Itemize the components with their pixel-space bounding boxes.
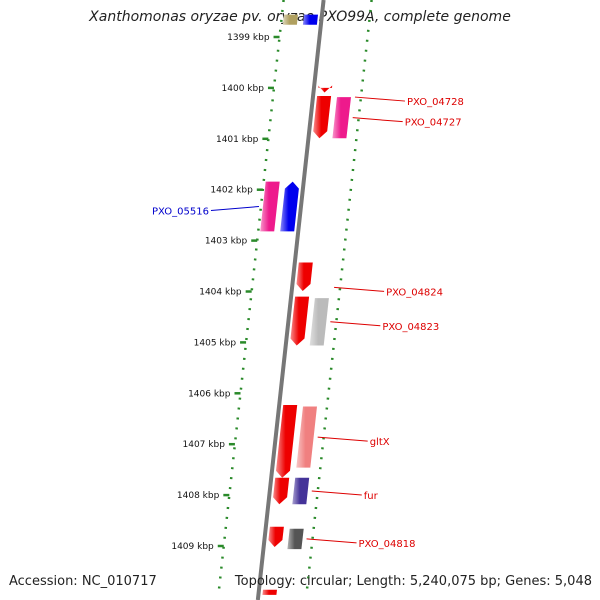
tick-label: 1408 kbp <box>177 491 220 501</box>
gene-label-pxo-05516[interactable]: PXO_05516 <box>152 206 209 217</box>
label-leader-line <box>311 490 362 496</box>
tick-label: 1402 kbp <box>210 186 253 196</box>
gene-block-pxo-05516[interactable] <box>260 181 280 232</box>
label-leader-line <box>330 321 381 327</box>
label-leader-line <box>352 117 403 123</box>
gene-block-pxo-04818[interactable] <box>287 528 304 550</box>
accession-text: Accession: NC_010717 <box>9 574 157 589</box>
gene-label-fur[interactable]: fur <box>364 491 379 502</box>
gene-block[interactable] <box>290 296 310 346</box>
gene-block-fur[interactable] <box>292 477 310 505</box>
topology-text: Topology: circular; Length: 5,240,075 bp… <box>234 574 592 589</box>
gene-label-pxo-04728[interactable]: PXO_04728 <box>407 97 464 108</box>
gene-block[interactable] <box>313 96 332 139</box>
gene-label-gltx[interactable]: gltX <box>370 437 390 448</box>
map-title: Xanthomonas oryzae pv. oryzae PXO99A, co… <box>89 9 511 25</box>
gene-block[interactable] <box>273 477 290 505</box>
gene-block[interactable] <box>276 405 298 478</box>
genome-backbone <box>255 0 326 600</box>
label-leader-line <box>210 205 260 211</box>
gene-label-pxo-04824[interactable]: PXO_04824 <box>386 287 443 298</box>
tick-label: 1405 kbp <box>194 338 237 348</box>
right-dotted-track <box>305 0 373 593</box>
label-leader-line <box>354 96 405 102</box>
label-leader-line <box>306 538 357 544</box>
label-leader-line <box>334 286 385 292</box>
gene-block[interactable] <box>280 181 299 232</box>
gene-block[interactable] <box>296 262 313 292</box>
gene-block-pxo-04823[interactable] <box>309 298 329 346</box>
gene-label-pxo-04818[interactable]: PXO_04818 <box>359 539 416 550</box>
gene-block[interactable] <box>282 14 298 25</box>
tick-label: 1406 kbp <box>188 389 231 399</box>
gene-block[interactable] <box>302 14 318 25</box>
tick-label: 1409 kbp <box>171 542 214 552</box>
tick-label: 1401 kbp <box>216 135 259 145</box>
ruler-ticks: 1399 kbp 1400 kbp 1401 kbp 1402 kbp 1403 kbp… <box>171 33 280 552</box>
tick-label: 1407 kbp <box>183 440 226 450</box>
gene-labels: PXO_04727 PXO_05516 PXO_04823 gltX fur PXO_04… <box>152 96 464 550</box>
label-leader-line <box>317 436 368 442</box>
gene-features <box>260 14 351 595</box>
gene-label-pxo-04727[interactable]: PXO_04727 <box>405 118 462 129</box>
tick-label: 1404 kbp <box>199 288 242 298</box>
tick-label: 1399 kbp <box>227 33 270 43</box>
tick-label: 1403 kbp <box>205 237 248 247</box>
gene-block[interactable] <box>318 85 333 93</box>
gene-block-pxo-04727[interactable] <box>332 97 351 139</box>
gene-label-pxo-04823[interactable]: PXO_04823 <box>382 322 439 333</box>
gene-block[interactable] <box>262 589 277 595</box>
tick-label: 1400 kbp <box>222 84 265 94</box>
gene-block[interactable] <box>268 526 284 547</box>
gene-block-gltx[interactable] <box>296 406 317 468</box>
